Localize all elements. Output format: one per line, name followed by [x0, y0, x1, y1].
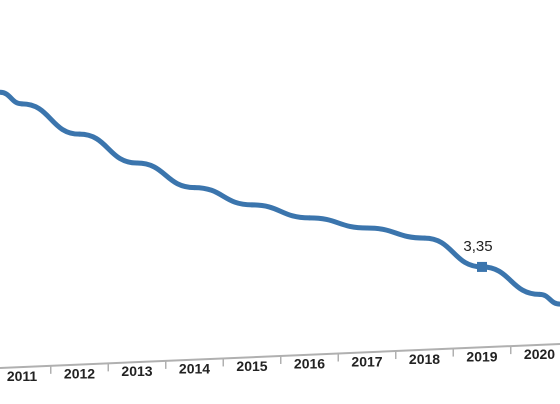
x-tick-label-2018: 2018 [409, 351, 440, 367]
x-tick-label-2014: 2014 [179, 361, 210, 377]
x-tick-label-2015: 2015 [236, 358, 267, 374]
data-point-2011 [19, 101, 25, 107]
x-tick-label-2019: 2019 [466, 348, 497, 364]
data-point-2016 [307, 215, 312, 221]
data-point-2015 [249, 202, 255, 208]
x-axis-tick-labels: 2011 2012 2013 2014 2015 2016 2017 2018 2019 2020 [7, 346, 555, 384]
data-point-2012 [77, 131, 82, 137]
x-tick-label-2013: 2013 [121, 363, 152, 379]
data-point-2013 [134, 160, 140, 166]
x-tick-label-2020: 2020 [524, 346, 555, 362]
annotation-layer: 3,35 [463, 238, 493, 272]
data-marker-2019 [477, 261, 487, 272]
data-point-2017 [364, 225, 370, 231]
x-tick-label-2016: 2016 [294, 356, 325, 372]
data-point-2018 [422, 235, 427, 241]
series-line-0 [0, 89, 560, 307]
series-layer [0, 89, 560, 307]
data-point-2014 [192, 185, 197, 191]
x-tick-label-2012: 2012 [64, 366, 95, 382]
x-tick-label-2017: 2017 [351, 353, 382, 369]
x-axis-ticks [50, 346, 512, 374]
data-point-2020 [537, 291, 542, 297]
x-tick-label-2011: 2011 [7, 368, 38, 384]
data-label-2019: 3,35 [463, 238, 492, 255]
